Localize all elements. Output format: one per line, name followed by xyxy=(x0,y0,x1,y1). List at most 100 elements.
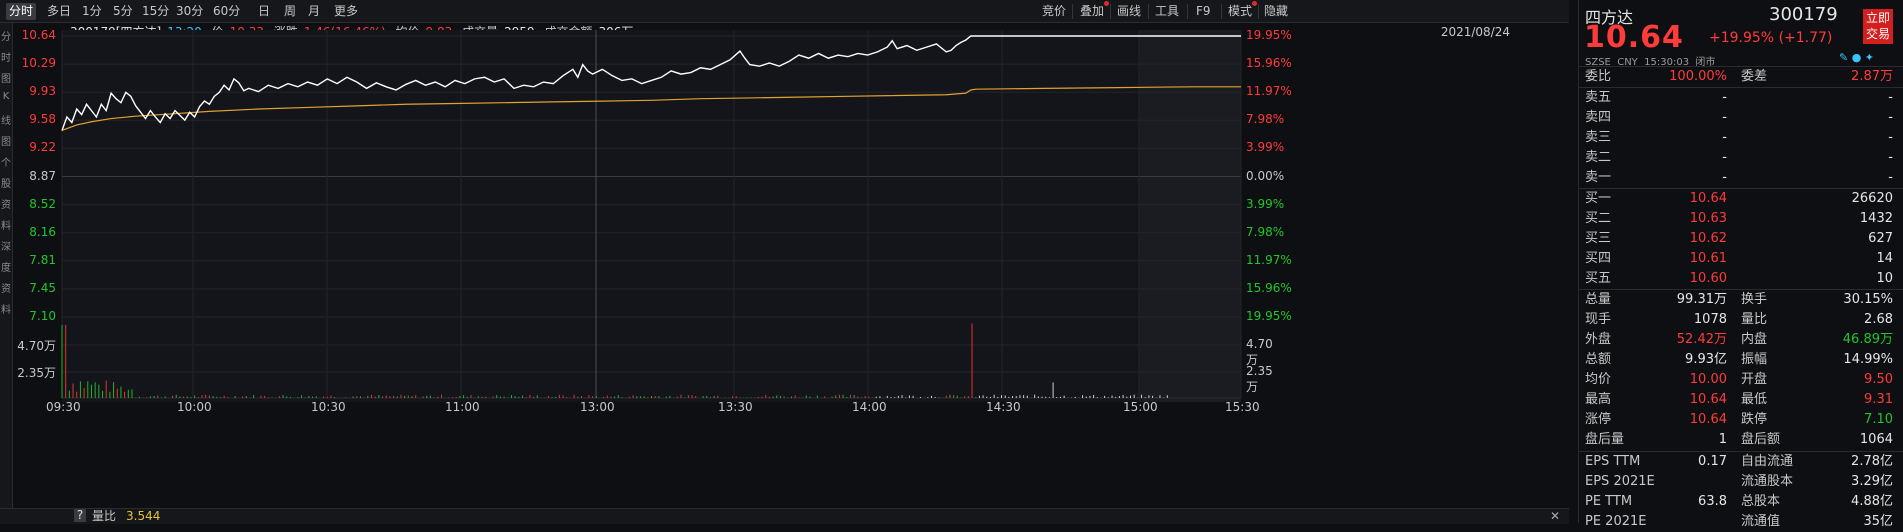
weicha-label: 委差 xyxy=(1741,69,1768,84)
price-change: +19.95% (+1.77) xyxy=(1709,30,1833,46)
fund-v2: 35亿 xyxy=(1863,514,1893,529)
tool-4-button[interactable]: F9 xyxy=(1196,4,1211,18)
stat-v1: 9.93亿 xyxy=(1685,352,1727,367)
period-6-button[interactable]: 60分 xyxy=(213,4,241,18)
side-tab-char: 料 xyxy=(1,221,11,232)
price-tick-label: 9.58 xyxy=(29,112,56,127)
period-2-button[interactable]: 1分 xyxy=(82,4,102,18)
side-tab-char: 资 xyxy=(1,200,11,211)
row-volume: - xyxy=(1888,170,1893,185)
toolbar-separator xyxy=(1110,4,1111,19)
period-8-button[interactable]: 周 xyxy=(284,4,297,18)
tool-0-button[interactable]: 竞价 xyxy=(1042,4,1067,18)
help-icon[interactable]: ? xyxy=(74,509,86,522)
fund-v2: 4.88亿 xyxy=(1851,494,1893,509)
row-price: 10.62 xyxy=(1689,231,1727,246)
stat-row: 均价 10.00 开盘 9.50 xyxy=(1579,370,1899,390)
row-label: 卖四 xyxy=(1585,110,1612,125)
side-tab-char: 图 xyxy=(1,74,11,85)
stock-name: 四方达 xyxy=(1585,8,1634,27)
fund-v2: 2.78亿 xyxy=(1851,454,1893,469)
row-price: 10.64 xyxy=(1689,191,1727,206)
row-volume: 1432 xyxy=(1859,211,1893,226)
period-9-button[interactable]: 月 xyxy=(308,4,321,18)
tool-1-button[interactable]: 叠加 xyxy=(1080,1,1110,20)
side-tab-char: 分 xyxy=(1,32,11,43)
trade-button[interactable]: 立即 交易 xyxy=(1863,9,1893,44)
row-price: - xyxy=(1722,150,1727,165)
toolbar-separator xyxy=(1221,4,1222,19)
pct-tick-label: 11.97% xyxy=(1246,84,1292,99)
time-tick-label: 10:30 xyxy=(311,400,346,414)
panel-tools[interactable]: ✎ ● ✦ xyxy=(1839,51,1875,64)
intraday-chart[interactable] xyxy=(0,0,1569,523)
stat-k: 涨停 xyxy=(1585,412,1612,427)
period-7-button[interactable]: 日 xyxy=(258,4,271,18)
close-icon[interactable]: ✕ xyxy=(1550,509,1561,523)
stat-k: 总额 xyxy=(1585,352,1612,367)
side-tab-char: 个 xyxy=(1,158,11,169)
stat-row: 总量 99.31万 换手 30.15% xyxy=(1579,290,1899,310)
period-3-button[interactable]: 5分 xyxy=(113,4,133,18)
row-volume: - xyxy=(1888,90,1893,105)
time-tick-label: 11:00 xyxy=(445,400,480,414)
tool-2-button[interactable]: 画线 xyxy=(1117,4,1142,18)
pct-tick-label: 19.95% xyxy=(1246,309,1292,323)
price-tick-label: 7.81 xyxy=(29,252,56,267)
fund-k2: 流通值 xyxy=(1741,514,1781,529)
row-label: 买四 xyxy=(1585,251,1612,266)
stat-v1: 1078 xyxy=(1693,312,1727,327)
stat-v2: 7.10 xyxy=(1864,412,1893,427)
fund-v1: 63.8 xyxy=(1698,494,1727,509)
time-tick-label: 15:00 xyxy=(1123,400,1158,414)
divider xyxy=(1579,66,1903,67)
price-tick-label: 8.87 xyxy=(29,168,56,183)
volume-tick-label: 2.35万 xyxy=(17,366,56,380)
notification-dot xyxy=(1252,1,1258,6)
stat-k2: 最低 xyxy=(1741,392,1768,407)
side-tab-char: K xyxy=(2,91,10,102)
stat-k2: 振幅 xyxy=(1741,352,1768,367)
stat-v2: 9.50 xyxy=(1864,372,1893,387)
row-label: 卖一 xyxy=(1585,170,1612,185)
period-4-button[interactable]: 15分 xyxy=(142,4,170,18)
stat-k: 均价 xyxy=(1585,372,1612,387)
row-volume: - xyxy=(1888,130,1893,145)
ask-row: 卖三 - - xyxy=(1579,128,1899,148)
period-5-button[interactable]: 30分 xyxy=(176,4,204,18)
indicator-label: 量比 xyxy=(92,509,117,523)
stat-row: 外盘 52.42万 内盘 46.89万 xyxy=(1579,330,1899,350)
toolbar-separator xyxy=(1187,4,1188,19)
bid-row: 买四 10.61 14 xyxy=(1579,249,1899,269)
stat-row: 总额 9.93亿 振幅 14.99% xyxy=(1579,350,1899,370)
avg-price-line xyxy=(61,86,1241,132)
row-price: - xyxy=(1722,170,1727,185)
stat-v2: 1064 xyxy=(1859,432,1893,447)
fund-row: EPS TTM 0.17 自由流通 2.78亿 xyxy=(1579,452,1899,472)
time-tick-label: 10:00 xyxy=(177,400,212,414)
trade-button-line1: 立即 xyxy=(1865,11,1890,25)
period-1-button[interactable]: 多日 xyxy=(47,4,72,18)
period-0-button[interactable]: 分时 xyxy=(6,3,37,20)
period-10-button[interactable]: 更多 xyxy=(334,4,359,18)
time-tick-label: 13:00 xyxy=(580,400,615,414)
stat-v2: 2.68 xyxy=(1864,312,1893,327)
volume-tick-label: 4.70万 xyxy=(17,339,56,353)
tool-5-button[interactable]: 模式 xyxy=(1228,1,1258,20)
stat-row: 涨停 10.64 跌停 7.10 xyxy=(1579,410,1899,430)
weibi-value: 100.00% xyxy=(1669,69,1727,84)
tool-6-button[interactable]: 隐藏 xyxy=(1264,4,1289,18)
indicator-value: 3.544 xyxy=(126,509,161,523)
side-tab-char: 料 xyxy=(1,305,11,316)
stat-v1: 10.00 xyxy=(1689,372,1727,387)
tool-3-button[interactable]: 工具 xyxy=(1155,4,1180,18)
stat-k2: 跌停 xyxy=(1741,412,1768,427)
divider xyxy=(1579,451,1903,452)
price-tick-label: 7.10 xyxy=(29,309,56,323)
side-tab-char: 股 xyxy=(1,179,11,190)
fund-k2: 总股本 xyxy=(1741,494,1781,509)
fund-row: EPS 2021E 流通股本 3.29亿 xyxy=(1579,472,1899,492)
stat-k: 最高 xyxy=(1585,392,1612,407)
stat-v1: 1 xyxy=(1718,432,1727,447)
